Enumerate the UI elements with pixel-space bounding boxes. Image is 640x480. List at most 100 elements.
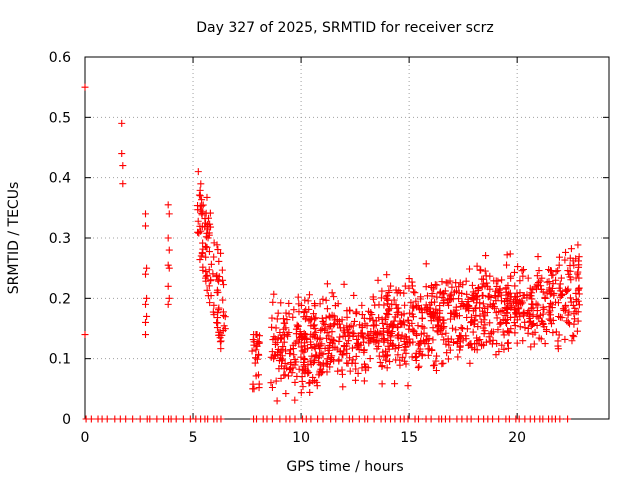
data-point [282, 309, 290, 317]
data-point [341, 332, 349, 340]
data-point [276, 415, 284, 423]
data-point [440, 336, 448, 344]
data-point [519, 272, 527, 280]
data-point [316, 369, 324, 377]
data-point [463, 325, 471, 333]
x-tick-label: 20 [508, 430, 526, 446]
data-point [253, 342, 261, 350]
data-point [198, 210, 206, 218]
data-point [196, 256, 204, 264]
data-point [564, 311, 572, 319]
data-point [206, 209, 214, 217]
data-point [346, 367, 354, 375]
data-point [516, 323, 524, 331]
data-point [404, 339, 412, 347]
data-point [539, 303, 547, 311]
data-point [574, 241, 582, 249]
data-point [366, 315, 374, 323]
data-point [220, 311, 228, 319]
data-point [552, 298, 560, 306]
data-point [527, 292, 535, 300]
data-point [465, 265, 473, 273]
data-point [414, 322, 422, 330]
data-point [471, 305, 479, 313]
data-point [206, 299, 214, 307]
data-point [293, 372, 301, 380]
data-point [434, 322, 442, 330]
data-point [427, 283, 435, 291]
data-point [346, 354, 354, 362]
data-point [492, 277, 500, 285]
data-point [289, 313, 297, 321]
data-point [279, 355, 287, 363]
data-point [422, 260, 430, 268]
data-point [374, 276, 382, 284]
data-point [164, 282, 172, 290]
data-point [507, 274, 515, 282]
data-point [407, 299, 415, 307]
data-point [339, 415, 347, 423]
data-point [290, 306, 298, 314]
data-point [485, 333, 493, 341]
data-point [268, 383, 276, 391]
data-point [289, 364, 297, 372]
data-point [469, 328, 477, 336]
data-point [304, 369, 312, 377]
data-point [529, 285, 537, 293]
data-point [291, 396, 299, 404]
data-point [310, 310, 318, 318]
data-point [406, 309, 414, 317]
data-point [196, 222, 204, 230]
data-point [328, 311, 336, 319]
data-point [532, 300, 540, 308]
data-point [375, 352, 383, 360]
data-point [389, 321, 397, 329]
data-point [549, 280, 557, 288]
data-point [426, 304, 434, 312]
data-point [512, 310, 520, 318]
data-point [393, 308, 401, 316]
data-point [458, 289, 466, 297]
data-point [504, 327, 512, 335]
data-point [564, 267, 572, 275]
data-point [459, 281, 467, 289]
data-point [349, 329, 357, 337]
data-point [511, 313, 519, 321]
data-point [498, 341, 506, 349]
chart-title: Day 327 of 2025, SRMTID for receiver scr… [196, 20, 494, 36]
data-point [358, 301, 366, 309]
data-point [305, 305, 313, 313]
data-point [199, 239, 207, 247]
data-point [220, 281, 228, 289]
data-point [546, 290, 554, 298]
data-point [423, 292, 431, 300]
data-point [570, 310, 578, 318]
data-point [329, 343, 337, 351]
data-point [253, 415, 261, 423]
data-point [204, 415, 212, 423]
data-point [438, 330, 446, 338]
data-point [554, 337, 562, 345]
data-point [270, 355, 278, 363]
data-point [374, 330, 382, 338]
data-point [207, 276, 215, 284]
data-point [427, 299, 435, 307]
data-point [279, 315, 287, 323]
data-point [535, 267, 543, 275]
data-point [479, 292, 487, 300]
data-point [464, 295, 472, 303]
data-point [383, 310, 391, 318]
data-point [493, 282, 501, 290]
data-point [556, 415, 564, 423]
data-point [489, 415, 497, 423]
data-point [362, 366, 370, 374]
data-point [250, 385, 258, 393]
data-point [569, 301, 577, 309]
data-point [454, 353, 462, 361]
data-point [520, 265, 528, 273]
data-point [476, 336, 484, 344]
data-point [414, 415, 422, 423]
data-point [543, 327, 551, 335]
data-point [343, 307, 351, 315]
data-point [306, 316, 314, 324]
